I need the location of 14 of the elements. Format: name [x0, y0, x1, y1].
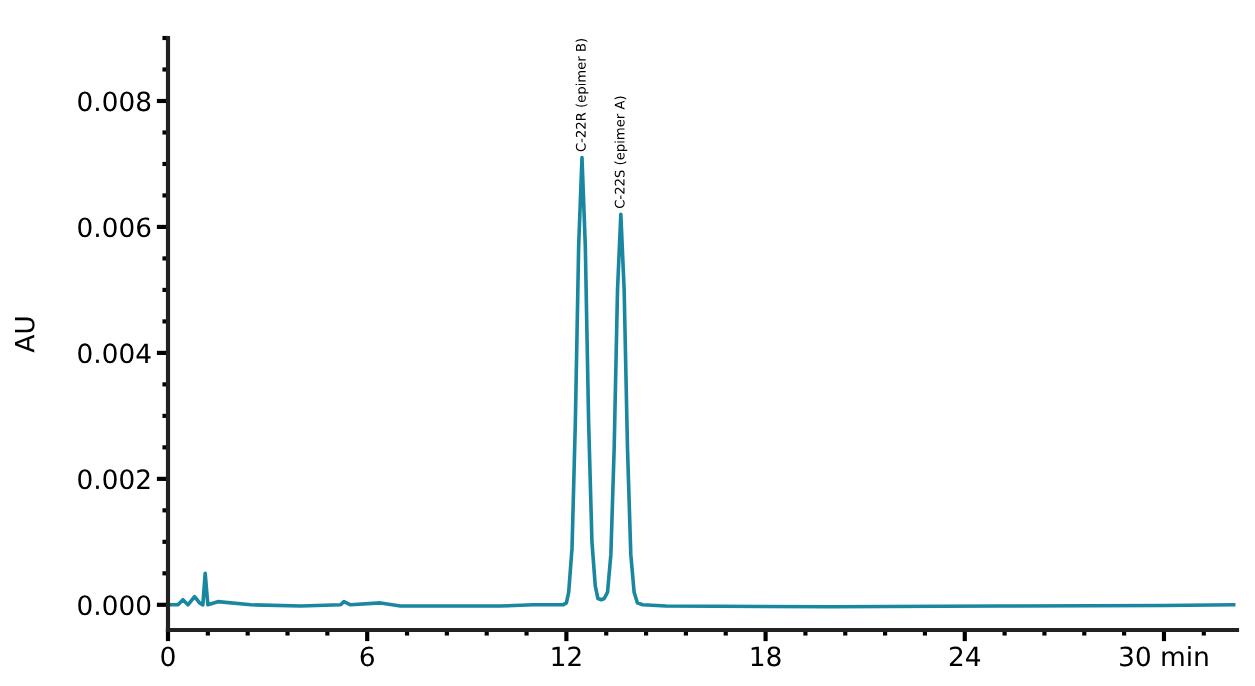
y-tick-label: 0.006 [78, 217, 151, 238]
x-tick-label: 6 [360, 646, 374, 667]
y-tick-label: 0.000 [78, 595, 151, 616]
x-tick-label: 30 min [1120, 645, 1208, 667]
annotation: C-22S (epimer A) [614, 96, 628, 209]
x-tick-label: 18 [751, 646, 781, 667]
x-tick-label: 24 [949, 646, 981, 667]
y-tick-label: 0.002 [78, 469, 150, 490]
x-tick-label: 12 [552, 646, 581, 667]
y-axis-title: AU [14, 317, 35, 353]
x-tick-label: 0 [161, 646, 175, 667]
y-tick-label: 0.008 [78, 91, 151, 112]
y-tick-label: 0.004 [78, 343, 151, 364]
annotation: C-22R (epimer B) [575, 39, 589, 152]
